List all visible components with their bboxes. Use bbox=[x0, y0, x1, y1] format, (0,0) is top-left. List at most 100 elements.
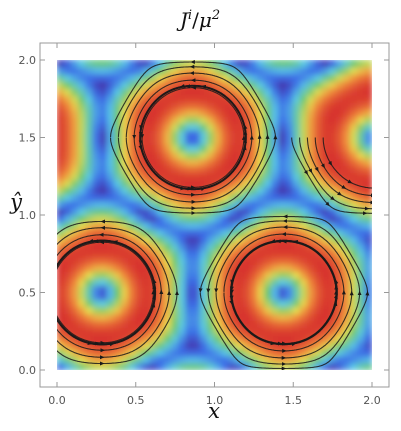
heatmap-cell bbox=[185, 172, 194, 181]
heatmap-cell bbox=[185, 355, 194, 364]
heatmap-cell bbox=[92, 242, 101, 251]
heatmap-cell bbox=[214, 101, 223, 110]
heatmap-cell bbox=[278, 122, 287, 131]
heatmap-cell bbox=[128, 263, 137, 272]
heatmap-cell bbox=[221, 115, 230, 124]
heatmap-cell bbox=[335, 214, 344, 223]
heatmap-cell bbox=[292, 348, 301, 357]
heatmap-cell bbox=[156, 165, 165, 174]
heatmap-cell bbox=[99, 348, 108, 357]
heatmap-cell bbox=[178, 313, 187, 322]
heatmap-cell bbox=[163, 200, 173, 209]
heatmap-cell bbox=[271, 179, 280, 188]
heatmap-cell bbox=[314, 158, 323, 167]
heatmap-cell bbox=[335, 200, 344, 209]
heatmap-cell bbox=[364, 221, 372, 230]
heatmap-cell bbox=[142, 284, 151, 293]
y-tick-label: 2.0 bbox=[19, 54, 37, 67]
heatmap-cell bbox=[149, 263, 158, 272]
heatmap-cell bbox=[142, 137, 151, 146]
heatmap-cell bbox=[249, 327, 258, 336]
heatmap-cell bbox=[163, 320, 173, 329]
heatmap-cell bbox=[135, 186, 144, 195]
heatmap-cell bbox=[264, 207, 273, 216]
heatmap-cell bbox=[235, 221, 244, 230]
heatmap-cell bbox=[99, 284, 108, 293]
heatmap-cell bbox=[206, 73, 215, 82]
heatmap-cell bbox=[285, 214, 294, 223]
heatmap-cell bbox=[214, 73, 223, 82]
heatmap-cell bbox=[271, 327, 280, 336]
heatmap-cell bbox=[292, 299, 301, 308]
heatmap-cell bbox=[235, 299, 244, 308]
heatmap-cell bbox=[264, 80, 273, 89]
heatmap-cell bbox=[106, 299, 115, 308]
heatmap-cell bbox=[57, 306, 65, 315]
heatmap-cell bbox=[171, 80, 180, 89]
heatmap-cell bbox=[142, 122, 151, 131]
heatmap-cell bbox=[57, 165, 65, 174]
heatmap-cell bbox=[214, 108, 223, 117]
heatmap-cell bbox=[271, 362, 280, 370]
heatmap-cell bbox=[364, 179, 372, 188]
heatmap-cell bbox=[307, 186, 316, 195]
heatmap-cell bbox=[278, 299, 287, 308]
heatmap-cell bbox=[106, 151, 115, 160]
heatmap-cell bbox=[307, 362, 316, 370]
heatmap-cell bbox=[135, 151, 144, 160]
heatmap-cell bbox=[149, 122, 158, 131]
heatmap-cell bbox=[314, 60, 323, 68]
heatmap-cell bbox=[264, 270, 273, 279]
heatmap-cell bbox=[278, 115, 287, 124]
heatmap-cell bbox=[171, 207, 180, 216]
heatmap-cell bbox=[192, 299, 201, 308]
heatmap-cell bbox=[278, 348, 287, 357]
heatmap-cell bbox=[99, 129, 108, 138]
heatmap-cell bbox=[128, 129, 137, 138]
heatmap-cell bbox=[264, 144, 273, 153]
heatmap-cell bbox=[342, 235, 352, 244]
heatmap-cell bbox=[178, 214, 187, 223]
heatmap-cell bbox=[221, 144, 230, 153]
heatmap-cell bbox=[328, 94, 337, 103]
heatmap-cell bbox=[128, 320, 137, 329]
heatmap-cell bbox=[106, 242, 115, 251]
heatmap-cell bbox=[321, 214, 330, 223]
heatmap-cell bbox=[292, 256, 301, 265]
heatmap-cell bbox=[77, 277, 87, 286]
heatmap-cell bbox=[57, 334, 65, 343]
heatmap-cell bbox=[120, 73, 130, 82]
heatmap-cell bbox=[85, 108, 94, 117]
heatmap-cell bbox=[285, 207, 294, 216]
heatmap-cell bbox=[307, 334, 316, 343]
heatmap-cell bbox=[271, 263, 280, 272]
heatmap-cell bbox=[156, 221, 165, 230]
streamline-arrow bbox=[330, 196, 335, 201]
heatmap-cell bbox=[299, 256, 309, 265]
heatmap-cell bbox=[221, 327, 230, 336]
heatmap-cell bbox=[120, 355, 130, 364]
heatmap-cell bbox=[221, 284, 230, 293]
heatmap-cell bbox=[120, 284, 130, 293]
heatmap-cell bbox=[342, 284, 352, 293]
heatmap-cell bbox=[299, 355, 309, 364]
heatmap-cell bbox=[350, 115, 359, 124]
axis-ticks: 0.0 0.5 1.0 1.5 2.00.00.51.01.52.0 bbox=[19, 43, 389, 407]
heatmap-cell bbox=[264, 362, 273, 370]
heatmap-cell bbox=[314, 87, 323, 96]
heatmap-cell bbox=[156, 129, 165, 138]
heatmap-cell bbox=[314, 94, 323, 103]
heatmap-cell bbox=[77, 193, 87, 202]
heatmap-cell bbox=[77, 292, 87, 301]
heatmap-cell bbox=[357, 137, 366, 146]
heatmap-cell bbox=[264, 66, 273, 75]
heatmap-cell bbox=[242, 115, 251, 124]
heatmap-cell bbox=[314, 284, 323, 293]
heatmap-cell bbox=[142, 341, 151, 350]
heatmap-cell bbox=[106, 73, 115, 82]
heatmap-cell bbox=[178, 299, 187, 308]
heatmap-cell bbox=[206, 60, 215, 68]
heatmap-cell bbox=[178, 165, 187, 174]
heatmap-cell bbox=[57, 341, 65, 350]
